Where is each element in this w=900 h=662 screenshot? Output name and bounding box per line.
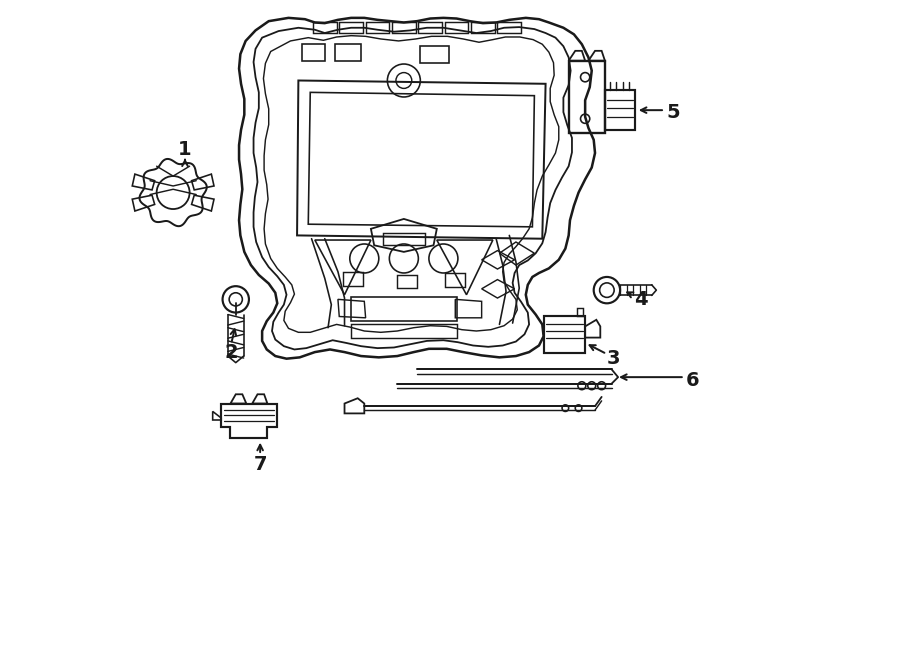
Text: 3: 3 — [607, 349, 620, 368]
Text: 2: 2 — [224, 343, 238, 361]
Text: 4: 4 — [634, 290, 648, 309]
Text: 6: 6 — [686, 371, 699, 390]
Text: 5: 5 — [666, 103, 680, 122]
Text: 7: 7 — [254, 455, 267, 474]
Text: 1: 1 — [178, 140, 192, 160]
